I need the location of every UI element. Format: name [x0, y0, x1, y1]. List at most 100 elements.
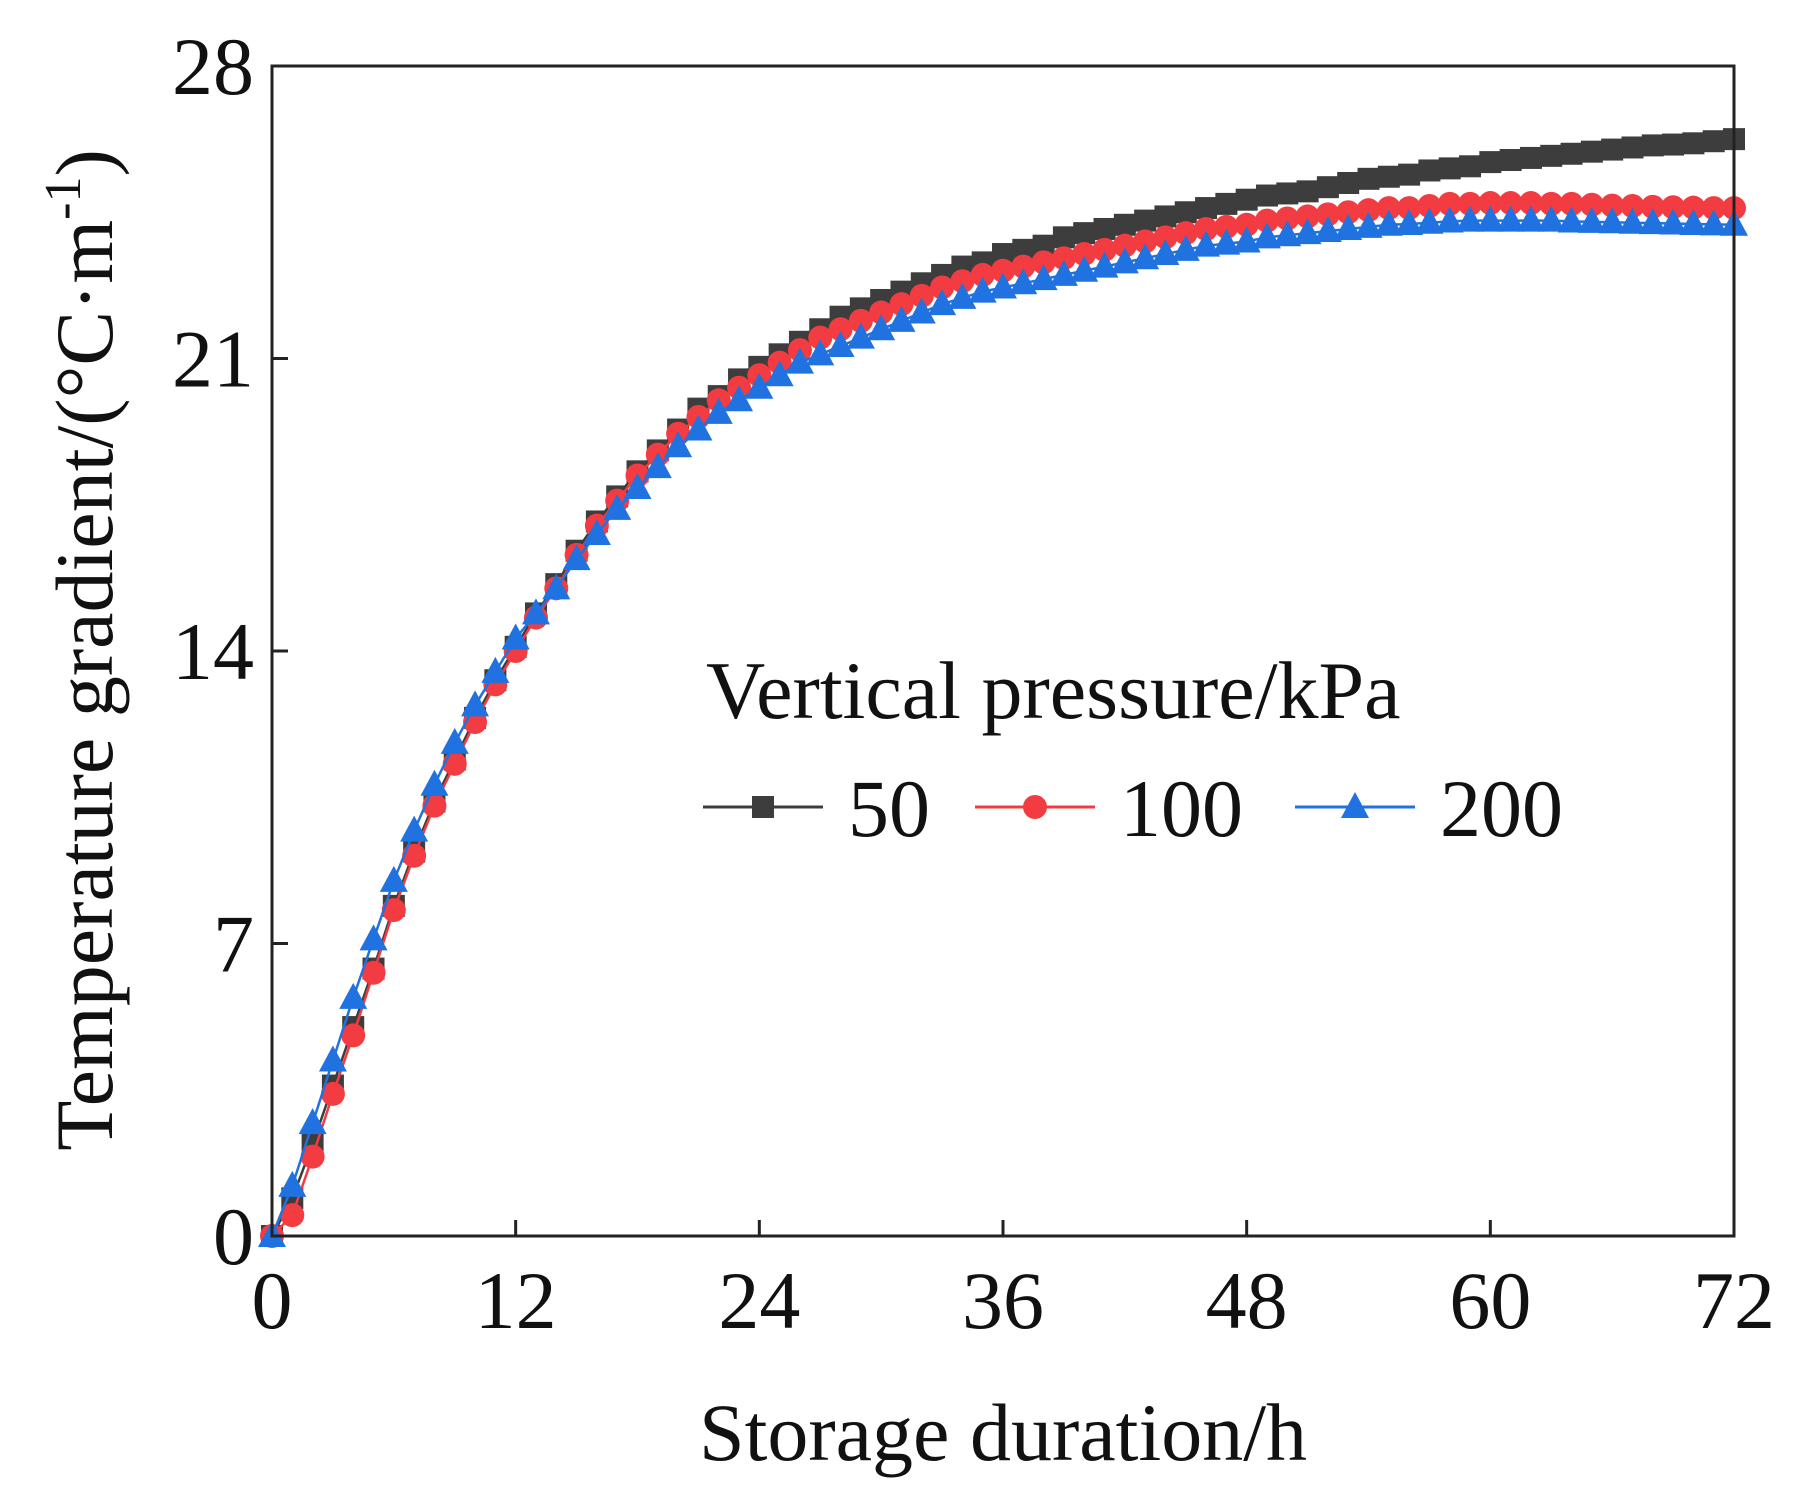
data-point-200	[907, 297, 936, 324]
data-point-100	[1539, 191, 1564, 216]
data-point-50	[1662, 133, 1685, 156]
x-tick-label: 48	[1206, 1255, 1288, 1346]
data-point-200	[968, 276, 997, 303]
legend-item-50: 50	[703, 763, 930, 854]
data-point-100	[1275, 206, 1300, 231]
data-point-200	[826, 330, 855, 357]
data-point-100	[1072, 242, 1097, 267]
data-point-100	[1214, 214, 1239, 239]
data-point-200	[623, 473, 652, 500]
data-point-200	[745, 372, 774, 399]
data-point-50	[1296, 180, 1319, 203]
data-point-200	[1537, 205, 1566, 232]
data-point-100	[300, 1144, 325, 1169]
data-point-200	[867, 314, 896, 341]
data-point-100	[1356, 198, 1381, 223]
data-point-100	[1153, 225, 1178, 250]
data-point-50	[1357, 167, 1380, 190]
series-200	[258, 205, 1748, 1247]
data-point-200	[1577, 206, 1606, 233]
data-point-200	[1049, 259, 1078, 286]
y-axis-title-main: Temperature gradient/(°C·m	[39, 220, 130, 1151]
legend-title: Vertical pressure/kPa	[706, 645, 1400, 736]
data-point-200	[1334, 213, 1363, 240]
data-point-200	[1110, 247, 1139, 274]
data-point-50	[1540, 144, 1563, 167]
data-point-100	[1640, 194, 1665, 219]
data-point-50	[1377, 165, 1400, 188]
data-point-50	[1073, 222, 1096, 245]
data-point-50	[1682, 132, 1705, 155]
data-point-50	[1012, 238, 1035, 261]
y-tick-label: 14	[172, 606, 254, 697]
data-point-100	[828, 317, 853, 342]
data-point-200	[1212, 228, 1241, 255]
data-point-100	[1579, 192, 1604, 217]
data-point-50	[1093, 217, 1116, 240]
data-point-200	[725, 385, 754, 412]
data-point-200	[1252, 222, 1281, 249]
data-point-100	[1194, 216, 1219, 241]
data-point-200	[481, 656, 510, 683]
data-point-50	[1398, 163, 1421, 186]
x-axis-title: Storage duration/h	[699, 1387, 1307, 1478]
data-point-200	[1009, 268, 1038, 295]
data-point-200	[379, 865, 408, 892]
data-point-200	[461, 690, 490, 717]
data-point-200	[1618, 207, 1647, 234]
data-point-200	[1557, 206, 1586, 233]
data-point-100	[889, 292, 914, 317]
y-tick-label: 0	[213, 1191, 254, 1282]
data-point-50	[1580, 140, 1603, 163]
data-point-100	[381, 898, 406, 923]
data-point-200	[1374, 209, 1403, 236]
data-point-50	[1134, 209, 1157, 232]
data-point-50	[1560, 142, 1583, 165]
data-point-200	[664, 431, 693, 458]
data-point-50	[1276, 182, 1299, 205]
data-point-200	[562, 544, 591, 571]
data-point-50	[1316, 176, 1339, 199]
data-point-100	[1417, 193, 1442, 218]
data-point-100	[1681, 195, 1706, 220]
data-point-200	[684, 414, 713, 441]
data-point-200	[501, 623, 530, 650]
data-point-200	[1090, 251, 1119, 278]
data-point-100	[1315, 202, 1340, 227]
data-point-100	[1133, 229, 1158, 254]
data-point-200	[1232, 226, 1261, 253]
y-tick-label: 7	[213, 899, 254, 990]
data-point-50	[992, 243, 1014, 266]
data-point-200	[785, 347, 814, 374]
data-point-100	[808, 325, 833, 350]
data-point-200	[400, 815, 429, 842]
data-point-200	[542, 573, 571, 600]
data-point-200	[1516, 205, 1545, 232]
y-axis-title-superscript: -1	[35, 177, 92, 220]
data-point-200	[1415, 207, 1444, 234]
data-point-50	[1195, 197, 1218, 220]
legend-marker-100	[1023, 795, 1047, 819]
data-point-50	[1418, 159, 1441, 182]
data-point-200	[1679, 208, 1708, 235]
data-point-100	[1336, 200, 1361, 225]
data-point-50	[1499, 149, 1522, 172]
data-point-200	[1151, 239, 1180, 266]
data-point-100	[1397, 196, 1422, 221]
y-axis-title-close: )	[39, 149, 130, 176]
legend-marker-200	[1341, 792, 1369, 818]
x-axis: 0 12 24 36 48 60 72	[252, 1220, 1775, 1346]
y-axis: 0 7 14 21 28	[172, 21, 288, 1282]
data-point-200	[1029, 264, 1058, 291]
x-tick-label: 36	[962, 1255, 1044, 1346]
data-point-100	[1498, 191, 1523, 216]
data-point-100	[848, 308, 873, 333]
data-point-200	[1131, 243, 1160, 270]
data-point-100	[950, 269, 975, 294]
data-point-100	[280, 1203, 305, 1228]
data-point-200	[278, 1170, 307, 1197]
data-point-200	[989, 272, 1017, 299]
x-tick-label: 24	[718, 1255, 800, 1346]
